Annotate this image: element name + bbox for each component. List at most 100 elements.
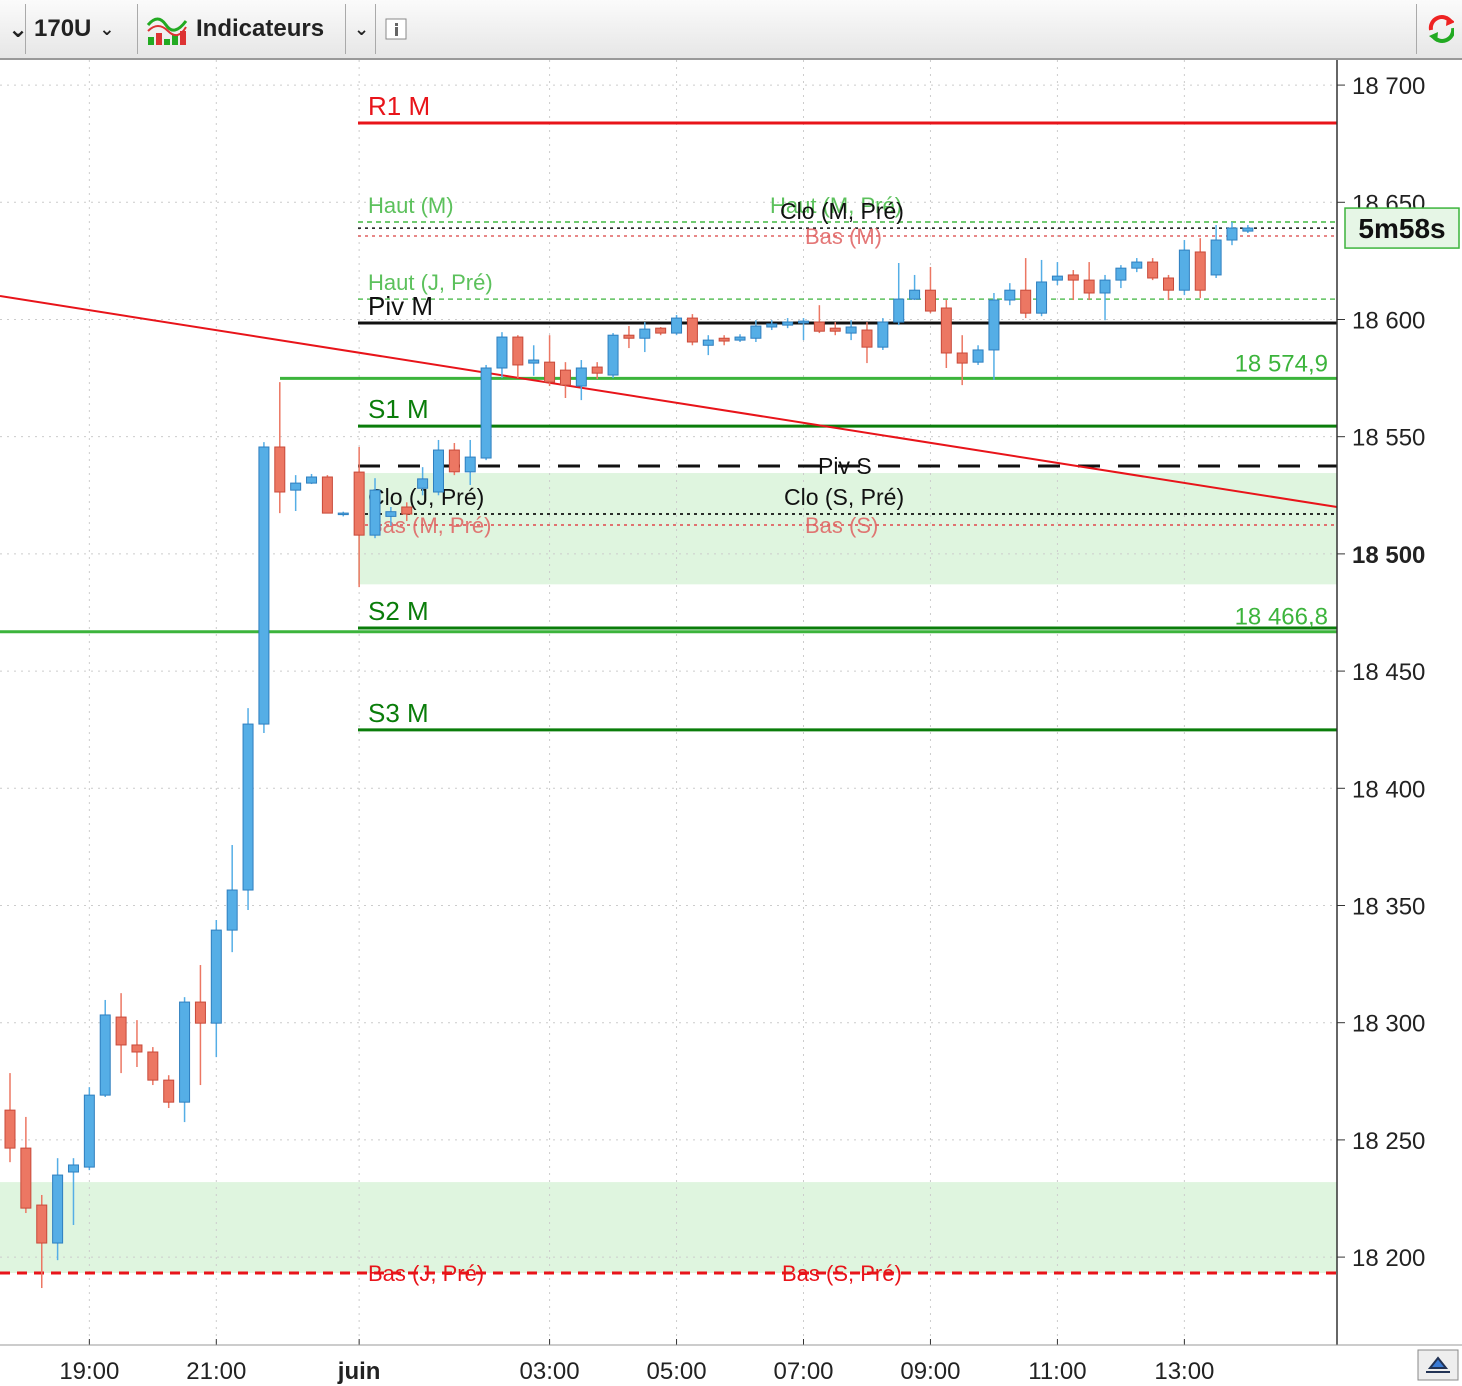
candle-body — [36, 1204, 48, 1244]
interval-label: 170U — [34, 15, 92, 42]
candle-body — [4, 1109, 16, 1149]
y-tick-label: 18 400 — [1352, 776, 1425, 803]
candle-body — [1131, 261, 1143, 269]
candle-body — [115, 1016, 127, 1046]
candle-body — [988, 299, 1000, 351]
indicators-button[interactable]: Indicateurs — [138, 4, 346, 54]
candle-body — [544, 361, 556, 383]
zone — [358, 473, 1337, 585]
y-tick-label: 18 600 — [1352, 307, 1425, 334]
countdown-box — [1344, 207, 1460, 249]
level-label: Bas (S) — [805, 513, 878, 538]
indicators-dropdown[interactable]: ⌄ — [346, 4, 376, 54]
refresh-button[interactable] — [1416, 4, 1462, 54]
candle-body — [385, 511, 397, 517]
candle-body — [290, 482, 302, 491]
level-label: Clo (S, Pré) — [784, 484, 904, 510]
candle-body — [353, 471, 365, 536]
candle-body — [829, 327, 841, 332]
candle-body — [226, 889, 238, 931]
candle-body — [1067, 274, 1079, 281]
candle-body — [1194, 251, 1206, 291]
candle-body — [734, 336, 746, 341]
candle-body — [528, 359, 540, 364]
chevron: ⌄ — [99, 18, 115, 39]
candle-body — [686, 317, 698, 343]
candle-body — [99, 1014, 111, 1096]
candle-body — [861, 329, 873, 348]
x-tick-label: 13:00 — [1154, 1358, 1214, 1385]
countdown-label: 5m58s — [1358, 213, 1445, 244]
level-label: Haut (J, Pré) — [368, 270, 493, 295]
x-tick-label: 03:00 — [520, 1358, 580, 1385]
candle-body — [766, 323, 778, 328]
candle-body — [401, 506, 413, 515]
candle-body — [655, 327, 667, 334]
candle-body — [750, 325, 762, 339]
candle-body — [464, 456, 476, 473]
candle-body — [559, 369, 571, 386]
candle-body — [845, 326, 857, 334]
candle-body — [432, 449, 444, 493]
level-label: S3 M — [368, 698, 429, 728]
candle-body — [1036, 281, 1048, 314]
candle-body — [1147, 261, 1159, 279]
candle-body — [1051, 275, 1063, 281]
candle-body — [480, 367, 492, 459]
level-label: Piv M — [368, 291, 433, 321]
candle-body — [417, 478, 429, 489]
y-tick-label: 18 550 — [1352, 425, 1425, 452]
candle-body — [448, 449, 460, 473]
candle-body — [1226, 227, 1238, 241]
indicators-icon — [146, 17, 188, 45]
candle-body — [67, 1164, 79, 1173]
candle-body — [924, 289, 936, 312]
interval-button[interactable]: 170U ⌄ — [26, 4, 138, 54]
zone — [0, 1182, 1337, 1274]
level-label: S1 M — [368, 394, 429, 424]
x-tick-label: juin — [337, 1358, 381, 1385]
y-tick-label: 18 500 — [1352, 542, 1425, 569]
candle-body — [512, 336, 524, 366]
candle-body — [163, 1079, 175, 1103]
toolbar: ⌄ 170U ⌄ Indicateurs ⌄ — [0, 0, 1462, 60]
x-tick-label: 21:00 — [186, 1358, 246, 1385]
candle-body — [306, 476, 318, 484]
scroll-icon — [1426, 1356, 1450, 1373]
candle-body — [496, 336, 508, 369]
candle-body — [956, 352, 968, 364]
y-tick-label: 18 700 — [1352, 73, 1425, 100]
level-label: Piv S — [818, 453, 872, 479]
x-tick-label: 19:00 — [59, 1358, 119, 1385]
level-label: 18 574,9 — [1235, 350, 1328, 377]
candle-body — [1242, 227, 1254, 232]
candle-body — [1163, 277, 1175, 291]
y-tick-label: 18 450 — [1352, 659, 1425, 686]
candle-body — [242, 723, 254, 891]
candle-body — [1210, 239, 1222, 276]
candle-body — [83, 1094, 95, 1168]
candle-body — [1115, 267, 1127, 281]
menu-button[interactable]: ⌄ — [0, 4, 28, 54]
candle-body — [52, 1174, 64, 1244]
info-icon — [385, 18, 407, 40]
candle-body — [210, 929, 222, 1024]
candle-body — [147, 1051, 159, 1081]
candle-body — [972, 349, 984, 363]
candle-body — [179, 1001, 191, 1103]
candle-body — [1020, 289, 1032, 314]
y-tick-label: 18 350 — [1352, 893, 1425, 920]
info-button[interactable] — [376, 4, 426, 54]
candle-body — [194, 1001, 206, 1024]
y-tick-label: 18 250 — [1352, 1128, 1425, 1155]
chart: 18 200 18 250 18 300 18 350 18 400 18 450 18 5… — [0, 60, 1462, 1385]
level-label: R1 M — [368, 91, 430, 121]
candle-body — [893, 298, 905, 323]
candle-body — [909, 289, 921, 300]
x-tick-label: 11:00 — [1028, 1358, 1086, 1385]
x-tick-label: 07:00 — [773, 1358, 833, 1385]
candle-body — [337, 512, 349, 516]
candle-body — [702, 339, 714, 346]
candle-body — [877, 321, 889, 348]
trend-line — [0, 295, 1338, 508]
